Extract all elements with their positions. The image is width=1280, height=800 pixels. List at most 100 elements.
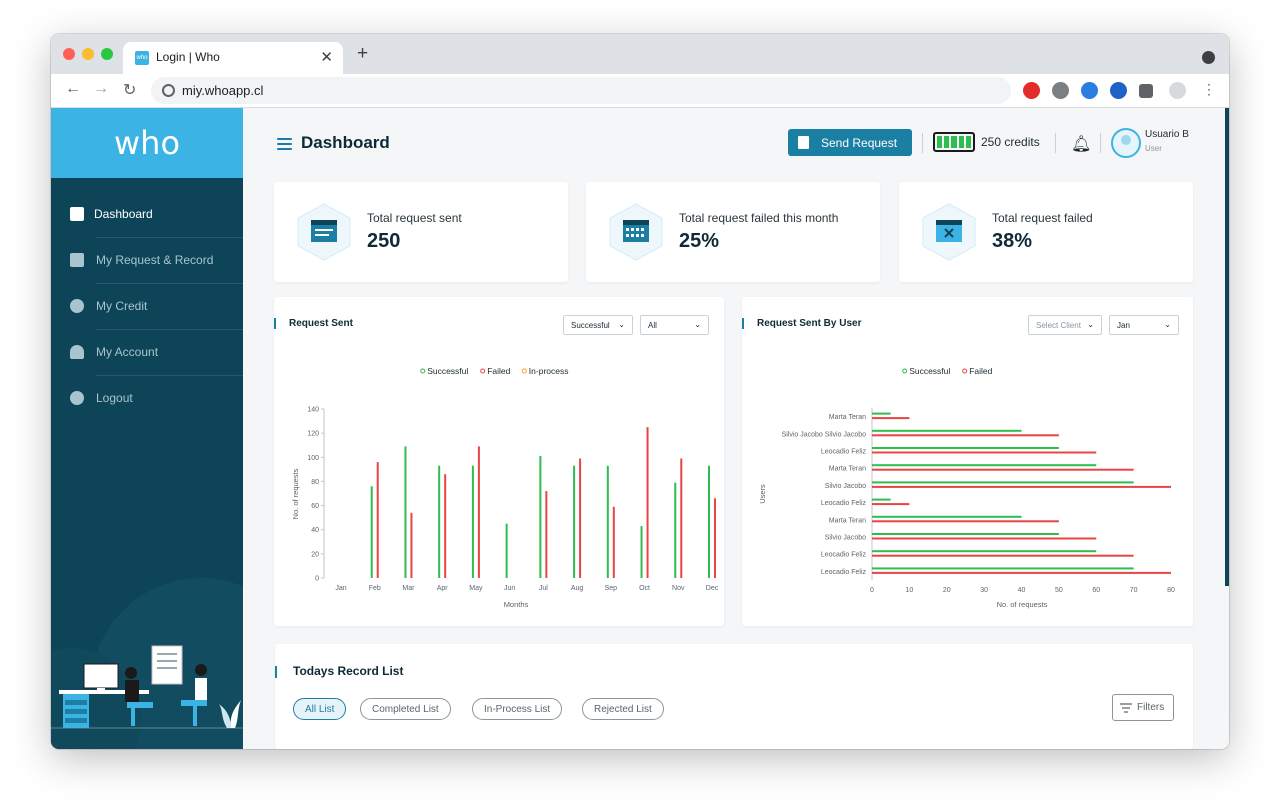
month-select[interactable]: Jan ⌄ — [1109, 315, 1179, 335]
x-tick-label: Jan — [335, 585, 346, 592]
stat-card-failed-total: Total request failed 38% — [899, 182, 1193, 282]
send-request-button[interactable]: Send Request — [788, 129, 912, 156]
filter-icon — [1120, 703, 1132, 713]
scrollbar[interactable] — [1225, 108, 1229, 586]
sidebar-divider — [96, 237, 243, 238]
office-illustration — [51, 578, 243, 749]
address-bar[interactable]: miy.whoapp.cl — [151, 77, 1011, 104]
user-role: User — [1145, 144, 1162, 153]
who-logo[interactable]: who — [113, 124, 181, 162]
chevron-down-icon: ⌄ — [1087, 320, 1094, 329]
bar-failed — [872, 571, 1171, 574]
user-icon — [70, 345, 84, 359]
main-content: Dashboard Send Request 250 credits 🔔︎ Us… — [243, 108, 1229, 749]
reload-icon[interactable]: ↻ — [123, 82, 137, 99]
hamburger-menu-icon[interactable] — [277, 138, 292, 150]
bar-failed — [872, 417, 910, 420]
x-tick-label: 0 — [870, 587, 874, 594]
filters-button[interactable]: Filters — [1112, 694, 1174, 721]
x-tick-label: Mar — [402, 585, 415, 592]
browser-tab[interactable]: who Login | Who ✕ — [123, 42, 343, 74]
y-tick-label: Marta Teran — [829, 414, 866, 421]
browser-menu-icon[interactable]: ⋮ — [1202, 81, 1216, 97]
url-text: miy.whoapp.cl — [182, 83, 264, 98]
request-sent-card: Request Sent Successful ⌄ All ⌄ Successf… — [274, 297, 724, 626]
records-card: Todays Record List All List Completed Li… — [275, 644, 1193, 749]
legend-label: Failed — [487, 366, 510, 376]
scope-select[interactable]: All ⌄ — [640, 315, 709, 335]
bar-failed — [714, 498, 716, 578]
sidebar-item-my-request-record[interactable]: My Request & Record — [51, 238, 243, 284]
y-axis-label: No. of requests — [291, 468, 300, 519]
legend-marker — [420, 368, 426, 374]
y-tick-label: 20 — [311, 551, 319, 558]
app: who Dashboard My Request & Record My Cre… — [51, 108, 1229, 749]
x-axis-label: No. of requests — [997, 600, 1048, 609]
bar-successful — [872, 515, 1022, 518]
x-tick-label: Feb — [369, 585, 381, 592]
y-tick-label: Marta Teran — [829, 517, 866, 524]
user-name[interactable]: Usuario B — [1145, 129, 1189, 140]
sidebar-item-my-credit[interactable]: My Credit — [51, 284, 243, 330]
x-tick-label: Oct — [639, 585, 650, 592]
x-tick-label: 30 — [980, 587, 988, 594]
client-select[interactable]: Select Client ⌄ — [1028, 315, 1102, 335]
header-divider — [1055, 133, 1056, 153]
microphone-extension-icon[interactable] — [1052, 82, 1069, 99]
y-tick-label: Silvio Jacobo Silvio Jacobo — [782, 431, 867, 438]
close-window-button[interactable] — [63, 48, 75, 60]
x-tick-label: Jul — [539, 585, 548, 592]
sidebar-divider — [96, 375, 243, 376]
forward-icon[interactable]: → — [93, 80, 109, 97]
stat-value: 25% — [679, 230, 720, 252]
maximize-window-button[interactable] — [101, 48, 113, 60]
tab-all-list[interactable]: All List — [293, 698, 347, 720]
select-value: Select Client — [1036, 321, 1081, 330]
sidebar-item-dashboard[interactable]: Dashboard — [51, 192, 243, 238]
bar-failed — [872, 520, 1059, 523]
bar-successful — [872, 447, 1059, 449]
chevron-down-icon: ⌄ — [1164, 320, 1171, 329]
status-select[interactable]: Successful ⌄ — [563, 315, 633, 335]
avatar[interactable] — [1111, 128, 1141, 158]
x-tick-label: Sep — [605, 585, 618, 592]
tab-completed-list[interactable]: Completed List — [360, 698, 451, 720]
filters-label: Filters — [1137, 702, 1165, 713]
y-tick-label: 40 — [311, 527, 319, 534]
sidebar-item-my-account[interactable]: My Account — [51, 330, 243, 376]
bar-failed — [872, 537, 1097, 540]
y-tick-label: 100 — [307, 455, 319, 462]
bar-failed — [612, 506, 615, 578]
y-tick-label: 60 — [311, 503, 319, 510]
site-info-icon[interactable] — [162, 84, 175, 97]
bell-icon[interactable]: 🔔︎ — [1071, 136, 1092, 153]
bar-failed — [477, 446, 480, 578]
sidebar-item-label: My Credit — [96, 299, 148, 313]
minimize-window-button[interactable] — [82, 48, 94, 60]
send-request-label: Send Request — [821, 136, 898, 150]
page-header: Dashboard Send Request 250 credits 🔔︎ Us… — [243, 108, 1229, 178]
browser-toolbar: ← → ↻ miy.whoapp.cl ⋮ — [51, 74, 1229, 108]
sidebar: who Dashboard My Request & Record My Cre… — [51, 108, 243, 749]
y-axis-label: Users — [758, 484, 767, 504]
back-icon[interactable]: ← — [65, 80, 81, 97]
pause-extension-icon[interactable] — [1110, 82, 1127, 99]
grid-icon — [70, 207, 84, 221]
tab-search-icon[interactable] — [1202, 51, 1215, 64]
bar-successful — [471, 465, 474, 578]
sidebar-item-logout[interactable]: Logout — [51, 376, 243, 422]
request-by-user-card: Request Sent By User Select Client ⌄ Jan… — [742, 297, 1193, 626]
tab-title: Login | Who — [156, 50, 220, 64]
close-tab-icon[interactable]: ✕ — [320, 49, 333, 66]
tab-rejected-list[interactable]: Rejected List — [582, 698, 664, 720]
opera-extension-icon[interactable] — [1023, 82, 1040, 99]
y-tick-label: Leocadio Feliz — [821, 569, 867, 576]
header-divider — [922, 133, 923, 153]
bar-successful — [370, 486, 373, 578]
extensions-puzzle-icon[interactable] — [1139, 84, 1153, 98]
profile-icon[interactable] — [1169, 82, 1186, 99]
blue-extension-icon[interactable] — [1081, 82, 1098, 99]
new-tab-icon[interactable]: + — [357, 43, 369, 64]
tab-in-process-list[interactable]: In-Process List — [472, 698, 563, 720]
sidebar-divider — [96, 329, 243, 330]
